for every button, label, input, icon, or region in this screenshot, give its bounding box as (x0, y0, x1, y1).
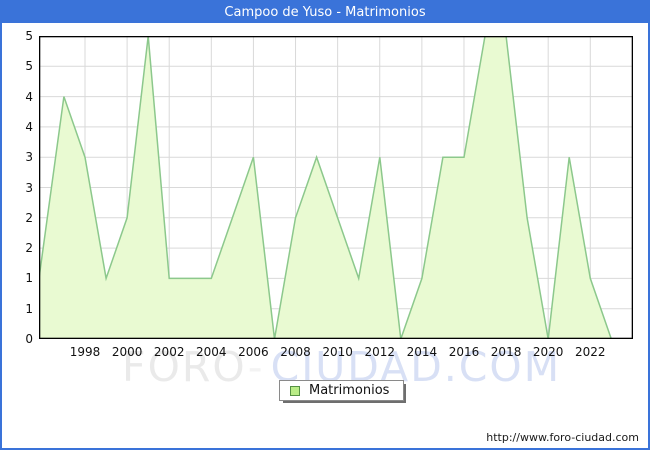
y-tick-label: 1 (25, 301, 33, 316)
y-axis-labels: 5 5 4 4 3 3 2 2 1 1 0 (2, 2, 33, 448)
chart-title: Campoo de Yuso - Matrimonios (224, 5, 426, 20)
watermark-dash: - (247, 343, 265, 391)
x-tick-label: 2018 (490, 345, 522, 359)
y-tick-label: 1 (25, 271, 33, 286)
legend-swatch-icon (290, 385, 300, 396)
legend-label: Matrimonios (309, 383, 390, 398)
plot-area (38, 35, 634, 340)
watermark-foro: FORO (122, 343, 248, 391)
y-tick-label: 2 (25, 210, 33, 225)
x-tick-label: 2010 (322, 345, 353, 359)
footer-url: http://www.foro-ciudad.com (486, 431, 639, 444)
x-tick-label: 2004 (196, 345, 227, 359)
plot-border (38, 35, 634, 340)
chart-title-bar: Campoo de Yuso - Matrimonios (2, 2, 648, 23)
y-tick-label: 0 (25, 332, 33, 346)
x-tick-label: 2012 (364, 345, 396, 359)
x-tick-label: 2014 (406, 345, 438, 359)
matrimonios-area-fill (39, 36, 612, 339)
x-tick-label: 2008 (280, 345, 311, 359)
x-tick-label: 2006 (238, 345, 269, 359)
x-tick-label: 2002 (153, 345, 185, 359)
x-tick-label: 1998 (69, 345, 101, 359)
y-tick-label: 3 (25, 180, 33, 195)
y-tick-label: 5 (25, 29, 33, 43)
x-tick-label: 2016 (448, 345, 480, 359)
matrimonios-line (38, 35, 613, 340)
y-tick-label: 4 (25, 119, 33, 134)
legend-box: Matrimonios (279, 380, 405, 401)
area-chart-svg (38, 35, 634, 340)
x-tick-label: 2020 (532, 345, 564, 359)
y-tick-label: 2 (25, 241, 33, 256)
x-tick-label: 2022 (575, 345, 606, 359)
y-tick-label: 4 (25, 89, 33, 104)
x-tick-label: 2000 (111, 345, 143, 359)
y-tick-label: 3 (25, 150, 33, 165)
y-tick-label: 5 (25, 59, 33, 74)
